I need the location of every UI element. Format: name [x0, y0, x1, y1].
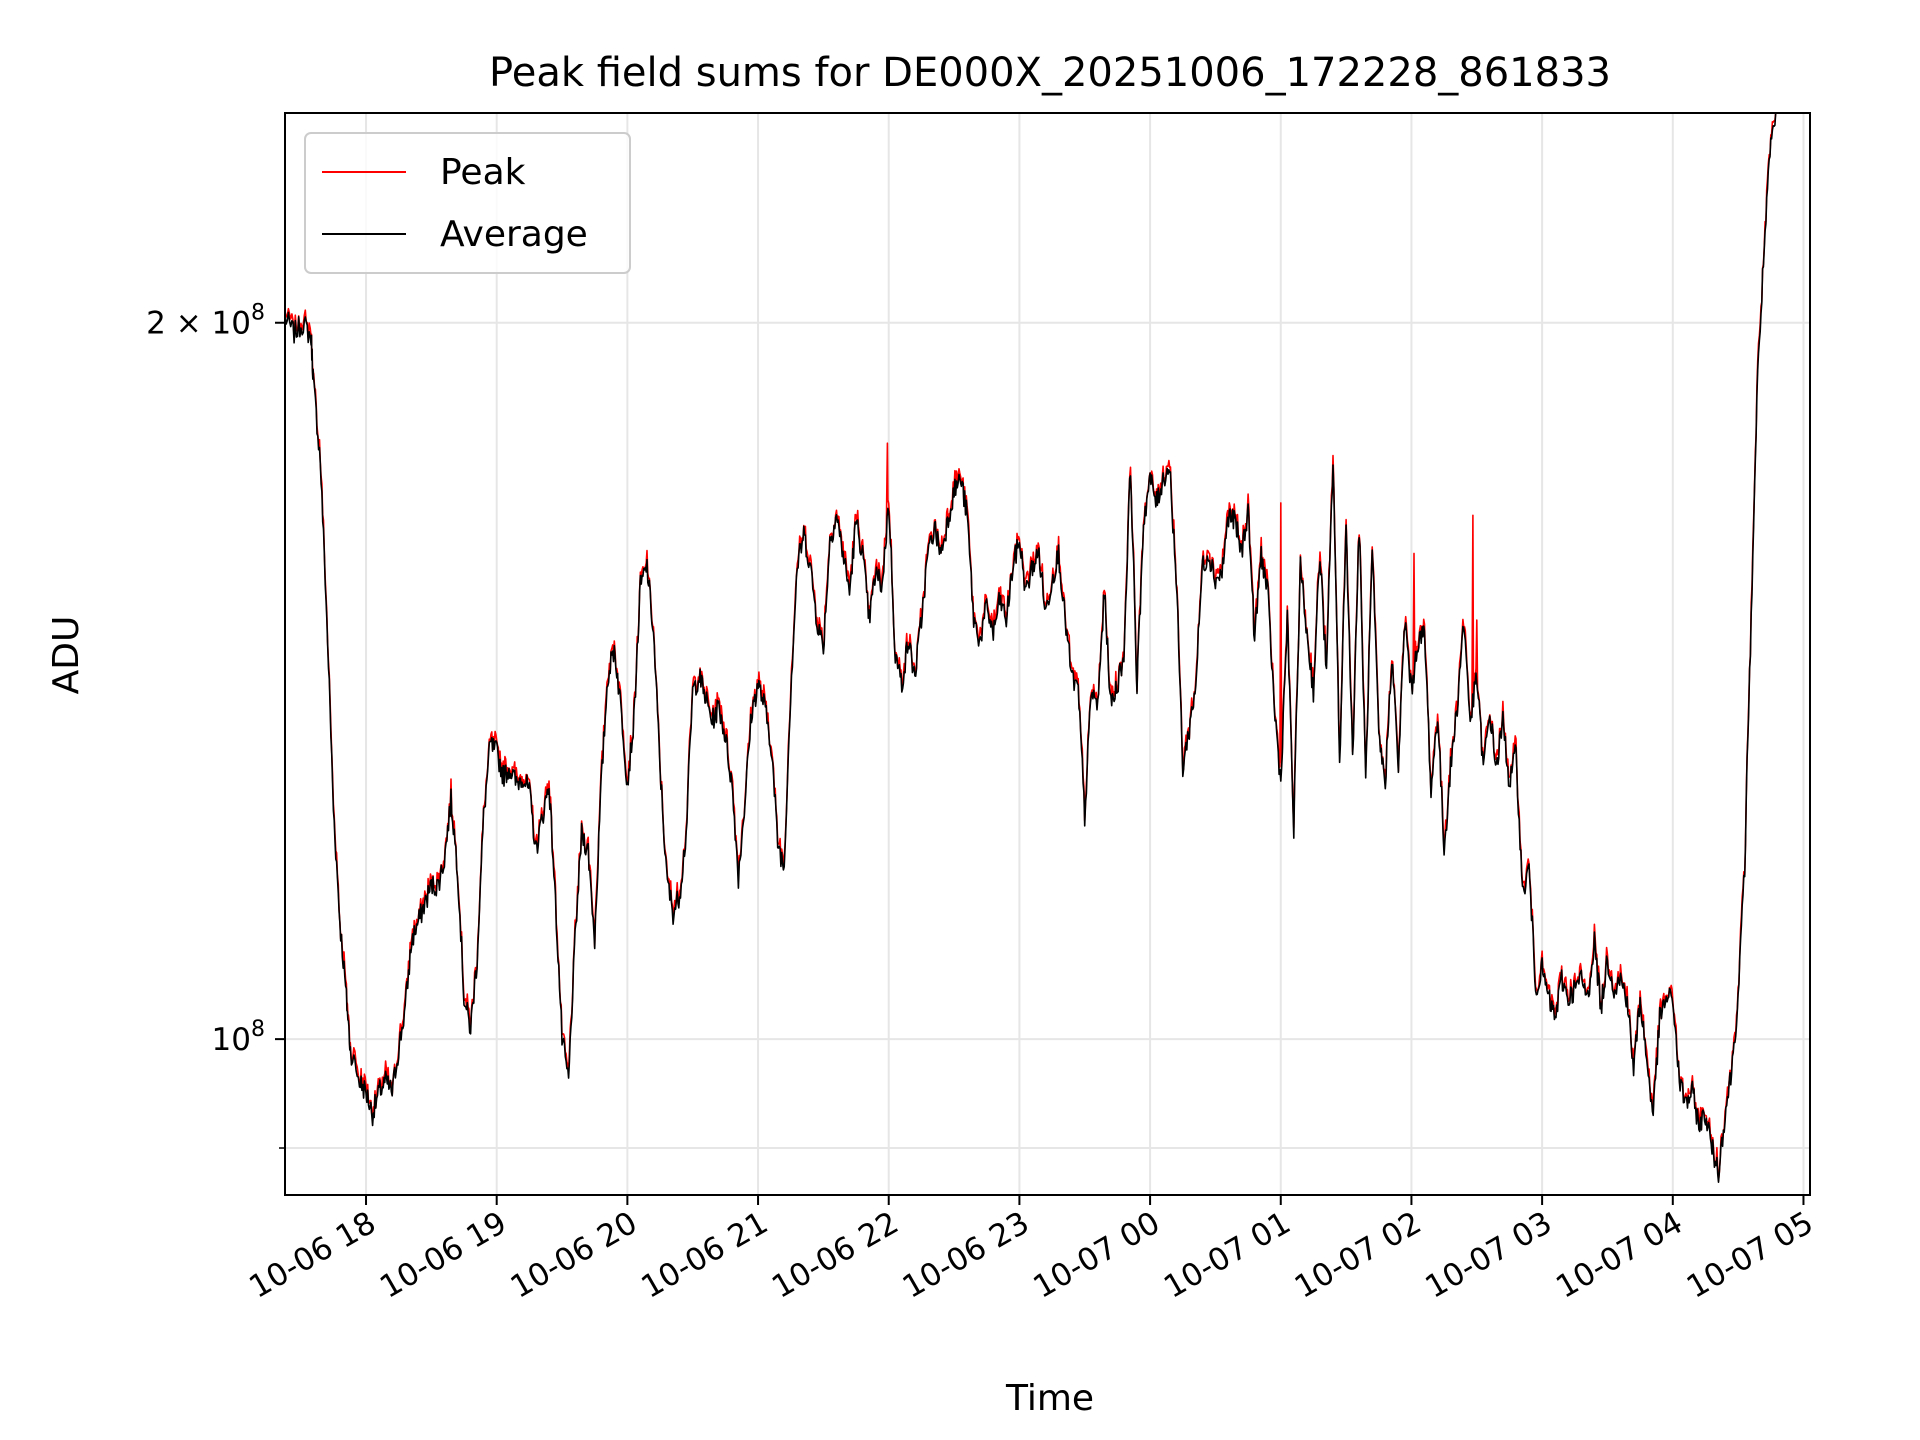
series-line-average — [284, 112, 1778, 1183]
x-axis-label: Time — [1005, 1378, 1094, 1419]
y-tick-label: 2 × 108 — [146, 301, 265, 342]
legend-label-average: Average — [440, 214, 588, 255]
legend: Peak Average — [304, 132, 631, 274]
legend-label-peak: Peak — [440, 152, 526, 193]
y-axis-ticks: 108 2 × 108 — [146, 301, 285, 1149]
legend-box — [304, 132, 631, 274]
y-tick-label: 108 — [212, 1017, 265, 1058]
chart-title: Peak field sums for DE000X_20251006_1722… — [489, 50, 1611, 96]
plot-area-frame — [284, 112, 1811, 1196]
grid-lines — [285, 113, 1810, 1195]
series-layer — [284, 112, 1778, 1183]
y-axis-label: ADU — [46, 616, 87, 695]
